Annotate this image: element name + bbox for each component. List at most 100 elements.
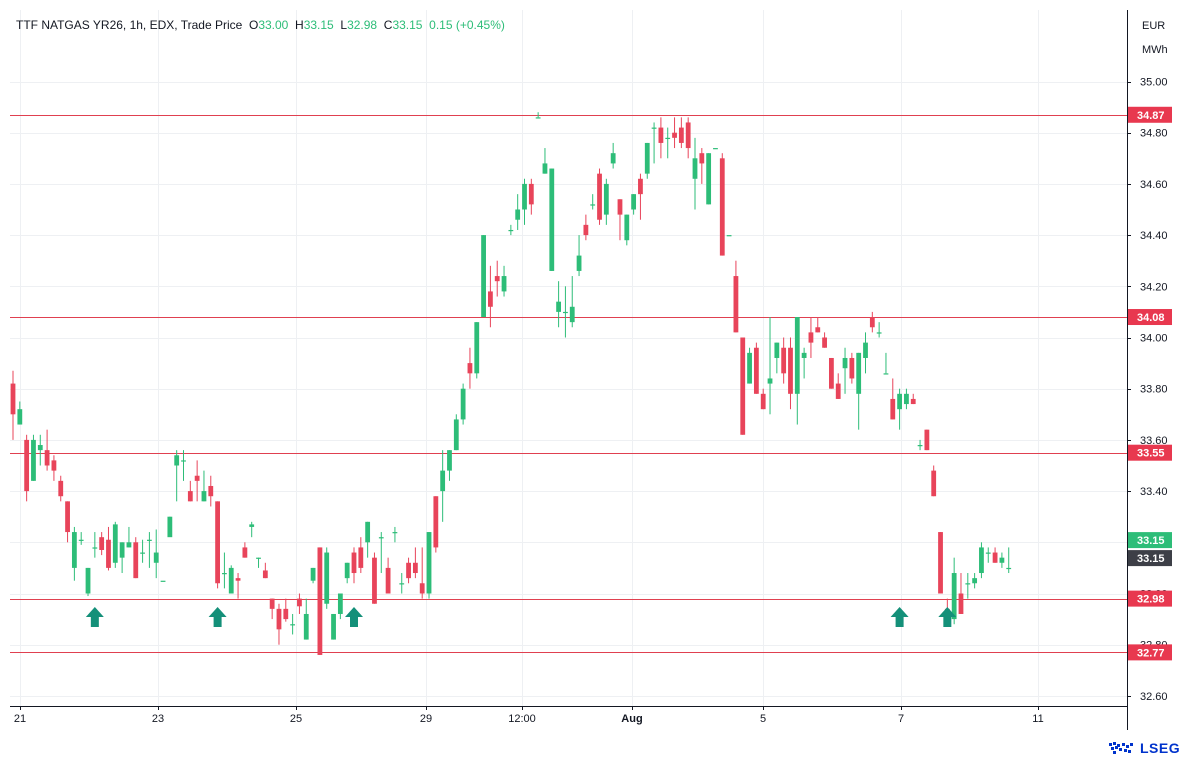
candle xyxy=(140,539,145,563)
candle-body xyxy=(187,491,193,502)
up-arrow-icon xyxy=(345,607,363,627)
prev-close-tag-bg xyxy=(1128,550,1172,567)
candle xyxy=(147,532,152,568)
candle-body xyxy=(869,317,875,328)
candle xyxy=(112,521,118,568)
candle xyxy=(297,593,302,614)
currency-unit[interactable]: EUR xyxy=(1142,20,1166,32)
candle-body xyxy=(753,347,759,394)
time-tick-label: 23 xyxy=(152,713,164,725)
candle-body xyxy=(10,383,16,415)
candle xyxy=(590,194,596,210)
candle-body xyxy=(406,562,411,579)
candle-body xyxy=(965,583,971,585)
candle-body xyxy=(904,393,909,405)
up-arrow-icon xyxy=(208,607,227,627)
level-price-tag-bg xyxy=(1128,309,1172,326)
candle xyxy=(863,332,868,374)
candle-body xyxy=(774,342,780,358)
candle xyxy=(249,521,255,538)
candle xyxy=(999,552,1005,568)
candle xyxy=(576,235,582,277)
candle xyxy=(201,470,207,502)
grid-lines xyxy=(10,10,1127,706)
candle xyxy=(228,565,234,594)
candle-body xyxy=(256,557,261,559)
candle xyxy=(153,529,159,579)
level-price-tag-label: 32.77 xyxy=(1137,647,1165,659)
candle xyxy=(167,516,173,538)
candle-body xyxy=(678,127,684,143)
candle-body xyxy=(522,183,527,210)
candle xyxy=(242,542,248,558)
candle xyxy=(719,153,725,256)
candle xyxy=(528,178,534,215)
candle-body xyxy=(699,153,705,164)
candle xyxy=(181,450,186,481)
candle-body xyxy=(672,132,677,138)
candle xyxy=(24,434,30,502)
candle xyxy=(378,532,384,574)
candle-body xyxy=(917,445,923,447)
last-price-tag-label: 33.15 xyxy=(1137,535,1165,547)
price-axis[interactable]: 32.6032.8033.0033.2033.4033.6033.8034.00… xyxy=(1127,77,1168,703)
price-tick-label: 34.80 xyxy=(1140,128,1168,140)
candle-body xyxy=(829,357,834,389)
candle-body xyxy=(310,567,316,581)
candle xyxy=(556,281,561,328)
candle-body xyxy=(324,552,330,604)
candle xyxy=(344,562,350,584)
candle-body xyxy=(262,570,268,579)
candle xyxy=(651,122,657,164)
time-axis[interactable]: 21 23 25 29 12:00 Aug 5 7 11 xyxy=(14,706,1044,725)
candle-body xyxy=(85,567,91,594)
candle-body xyxy=(931,470,937,497)
candle-body xyxy=(747,352,752,384)
level-price-tag-label: 33.55 xyxy=(1137,448,1165,460)
level-price-tag-bg xyxy=(1128,644,1172,661)
candle xyxy=(583,214,589,241)
candles xyxy=(10,112,1012,655)
candle-body xyxy=(508,229,514,232)
candle xyxy=(992,547,998,563)
candle xyxy=(447,450,452,481)
candle xyxy=(317,547,323,655)
candle xyxy=(71,526,77,581)
candle-body xyxy=(556,301,561,312)
candle-body xyxy=(576,255,582,271)
candle-body xyxy=(638,178,643,195)
candle-body xyxy=(24,439,30,492)
candle-body xyxy=(222,573,227,575)
up-arrow-icon xyxy=(85,607,104,627)
candle xyxy=(1006,547,1012,574)
candle-body xyxy=(1006,567,1012,570)
candle-body xyxy=(849,357,855,379)
candle xyxy=(222,552,227,589)
open-label: O xyxy=(248,18,259,32)
candle-body xyxy=(781,347,787,374)
level-price-tag-bg xyxy=(1128,444,1172,461)
candle xyxy=(119,542,125,574)
candle-body xyxy=(460,388,466,420)
candle xyxy=(310,567,316,584)
price-tick-label: 34.00 xyxy=(1140,333,1168,345)
candle-body xyxy=(583,224,589,236)
time-tick-label: 21 xyxy=(14,713,26,725)
candle-body xyxy=(351,552,357,574)
candle xyxy=(815,317,821,333)
candle xyxy=(99,532,105,556)
level-price-tag-label: 34.87 xyxy=(1137,110,1165,122)
change-value: 0.15 (+0.45%) xyxy=(429,18,505,32)
candle xyxy=(897,388,902,430)
candle-body xyxy=(535,117,541,119)
candle-body xyxy=(92,547,98,549)
candle-body xyxy=(883,373,889,375)
candle xyxy=(58,475,64,502)
price-tick-label: 33.60 xyxy=(1140,435,1168,447)
candle-body xyxy=(276,608,282,630)
candle-body xyxy=(133,542,139,579)
candle xyxy=(385,557,391,594)
volume-unit[interactable]: MWh xyxy=(1142,44,1168,56)
candle xyxy=(610,142,616,169)
